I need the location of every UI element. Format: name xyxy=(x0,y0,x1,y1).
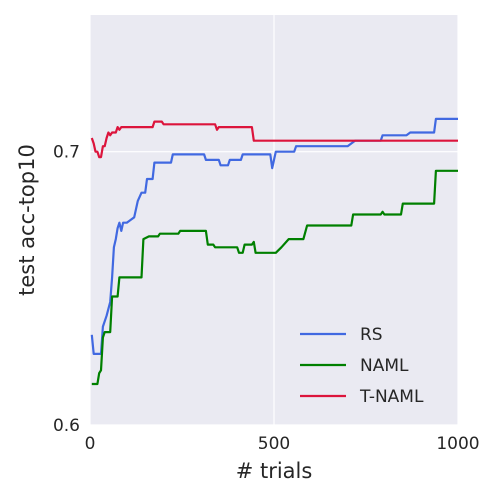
grid-lines xyxy=(89,15,459,426)
x-tick-label: 1000 xyxy=(436,434,479,454)
y-axis-label: test acc-top10 xyxy=(15,144,39,296)
x-tick-label: 0 xyxy=(85,434,96,454)
y-tick-label: 0.6 xyxy=(53,416,80,436)
series-lines xyxy=(90,117,458,386)
x-tick-label: 500 xyxy=(258,434,290,454)
legend-label: NAML xyxy=(360,356,409,376)
legend: RS NAML T-NAML xyxy=(300,325,424,407)
series-line-rs xyxy=(90,117,458,355)
series-line-t-naml xyxy=(90,120,458,159)
y-tick-label: 0.7 xyxy=(53,143,80,163)
tick-labels: 0 500 1000 0.6 0.7 xyxy=(53,143,480,454)
legend-label: RS xyxy=(360,325,383,345)
series-line-naml xyxy=(91,169,458,386)
legend-label: T-NAML xyxy=(359,387,424,407)
x-axis-label: # trials xyxy=(236,459,313,483)
